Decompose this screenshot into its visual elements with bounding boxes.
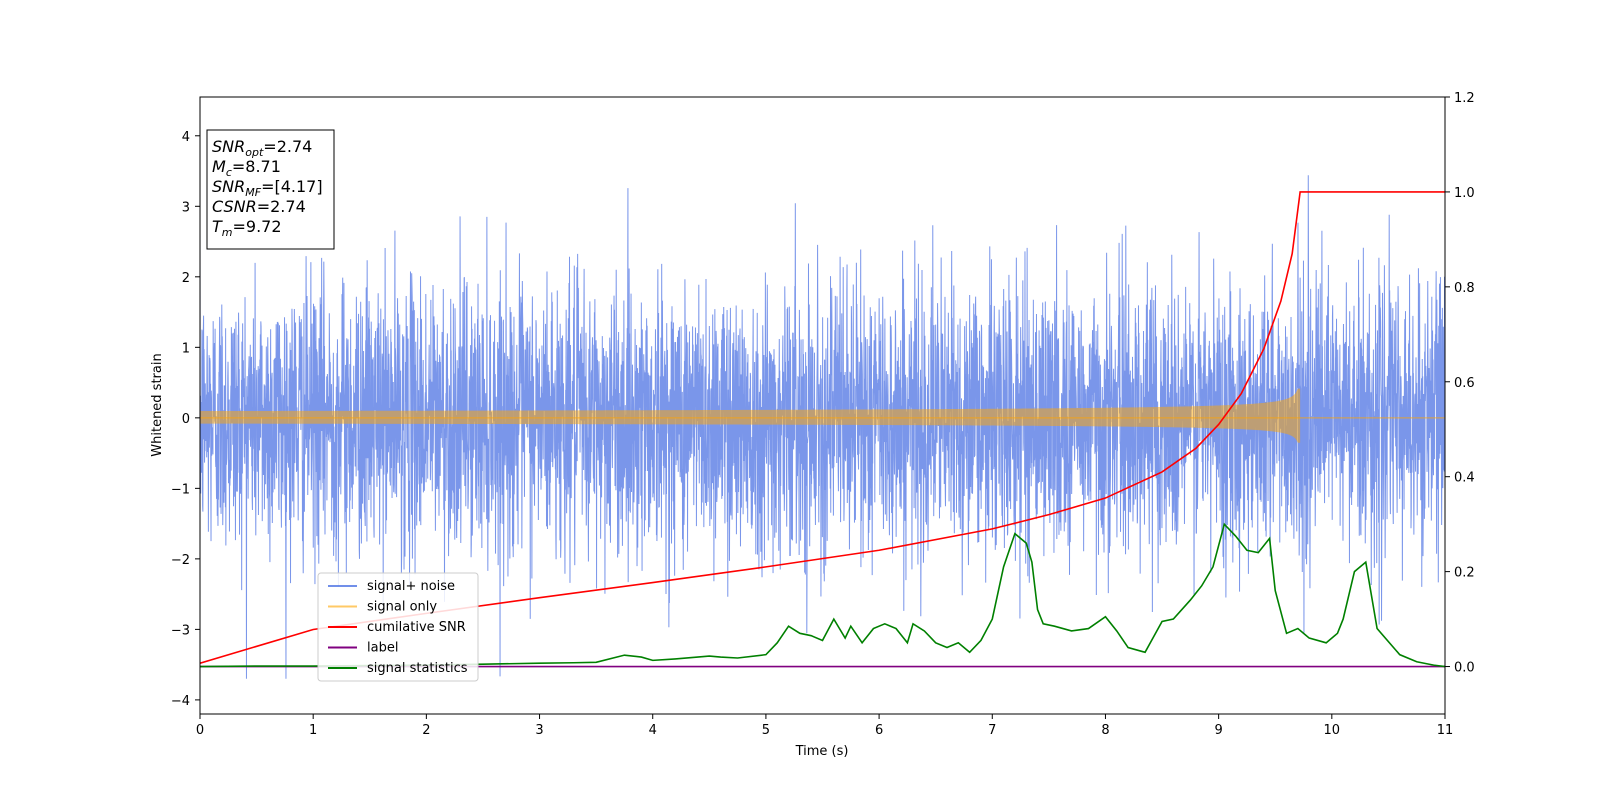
y2-tick-label: 0.8 xyxy=(1454,281,1475,296)
legend-label: signal+ noise xyxy=(367,579,455,594)
y-tick-label: −1 xyxy=(171,482,190,497)
x-tick-label: 10 xyxy=(1324,723,1341,738)
y2-tick-label: 0.2 xyxy=(1454,566,1475,581)
x-axis-label: Time (s) xyxy=(795,744,849,759)
legend-label: cumilative SNR xyxy=(367,620,466,635)
y-tick-label: 3 xyxy=(182,200,190,215)
legend-label: signal only xyxy=(367,600,437,615)
y-tick-label: 4 xyxy=(182,130,190,145)
annotation-line: Mc=8.71 xyxy=(212,157,281,179)
x-tick-label: 8 xyxy=(1101,723,1109,738)
x-tick-label: 9 xyxy=(1214,723,1222,738)
y2-tick-label: 1.2 xyxy=(1454,91,1475,106)
x-tick-label: 1 xyxy=(309,723,317,738)
signal-only-envelope xyxy=(200,388,1301,443)
x-tick-label: 3 xyxy=(535,723,543,738)
annotation-line: CSNR=2.74 xyxy=(212,197,306,216)
signal-noise-series xyxy=(200,175,1445,679)
signal-only-series xyxy=(200,388,1445,443)
y2-tick-label: 1.0 xyxy=(1454,186,1475,201)
y-tick-label: 1 xyxy=(182,341,190,356)
signal-statistics-line xyxy=(200,522,1445,668)
y2-tick-label: 0.6 xyxy=(1454,376,1475,391)
x-tick-label: 6 xyxy=(875,723,883,738)
legend-label: signal statistics xyxy=(367,661,468,676)
x-tick-label: 0 xyxy=(196,723,204,738)
cumilative-snr-line xyxy=(200,191,1445,664)
annotation-line: SNRMF=[4.17] xyxy=(212,177,323,199)
x-tick-label: 7 xyxy=(988,723,996,738)
y-axis-label: Whitened strain xyxy=(150,353,165,456)
annotation-line: Tm=9.72 xyxy=(212,217,282,239)
x-tick-label: 2 xyxy=(422,723,430,738)
axis-ticks: 0 1 2 3 4 5 6 7 8 9 10 11 −4 −3 −2 −1 0 1 2 3 4 0.0 0.2 0.4 0.6 0… xyxy=(171,91,1475,738)
legend-label: label xyxy=(367,641,398,656)
x-tick-label: 11 xyxy=(1437,723,1454,738)
y-tick-label: 0 xyxy=(182,412,190,427)
y-tick-label: −2 xyxy=(171,553,190,568)
x-tick-label: 5 xyxy=(762,723,770,738)
x-tick-label: 4 xyxy=(649,723,657,738)
y-tick-label: 2 xyxy=(182,271,190,286)
annotation-line: SNRopt=2.74 xyxy=(212,137,312,159)
plot-frame xyxy=(199,96,1446,715)
legend: signal+ noise signal only cumilative SNR la… xyxy=(317,572,479,682)
y-tick-label: −4 xyxy=(171,694,190,709)
y2-tick-label: 0.0 xyxy=(1454,661,1475,676)
annotation-box: SNRopt=2.74Mc=8.71SNRMF=[4.17]CSNR=2.74T… xyxy=(206,129,335,250)
signal-noise-line xyxy=(200,175,1445,679)
y2-tick-label: 0.4 xyxy=(1454,471,1475,486)
y-tick-label: −3 xyxy=(171,623,190,638)
